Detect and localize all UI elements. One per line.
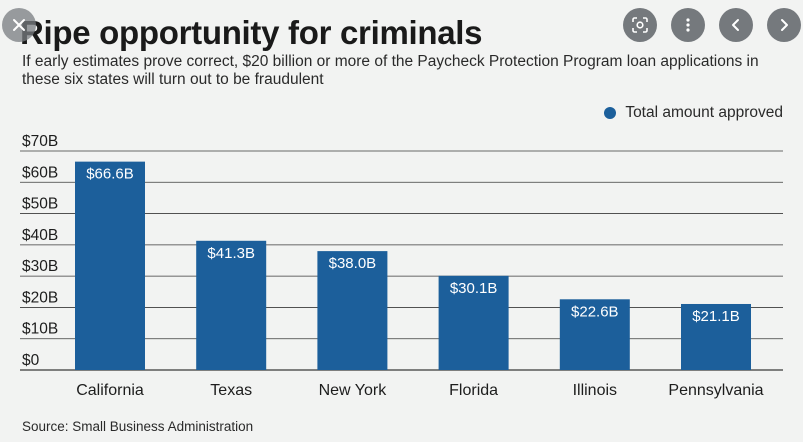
chart-title: Ripe opportunity for criminals bbox=[20, 14, 483, 51]
y-tick-label: $60B bbox=[22, 164, 58, 181]
y-tick-label: $20B bbox=[22, 289, 58, 306]
lens-icon bbox=[632, 17, 648, 33]
bar-value-label: $66.6B bbox=[86, 166, 134, 183]
next-button[interactable] bbox=[767, 8, 801, 42]
x-tick-label: Florida bbox=[449, 382, 498, 399]
y-tick-label: $10B bbox=[22, 321, 58, 338]
y-tick-label: $40B bbox=[22, 227, 58, 244]
x-axis-tick-labels: California Texas New York Florida Illinois Pe… bbox=[76, 382, 763, 399]
x-tick-label: Pennsylvania bbox=[668, 382, 763, 399]
gridlines bbox=[20, 150, 783, 371]
bar-value-label: $21.1B bbox=[692, 308, 740, 325]
more-options-button[interactable] bbox=[671, 8, 705, 42]
bar bbox=[681, 303, 751, 370]
chevron-right-icon bbox=[781, 19, 788, 31]
legend: Total amount approved bbox=[604, 104, 783, 122]
chevron-left-icon bbox=[732, 19, 739, 31]
bar-value-label: $38.0B bbox=[329, 255, 377, 272]
bar-value-label: $30.1B bbox=[450, 280, 498, 297]
close-button[interactable] bbox=[2, 8, 36, 42]
y-tick-label: $30B bbox=[22, 258, 58, 275]
lens-button[interactable] bbox=[623, 8, 657, 42]
y-tick-label: $0 bbox=[22, 352, 40, 369]
more-vertical-icon bbox=[686, 18, 690, 32]
chart-subtitle: If early estimates prove correct, $20 bi… bbox=[22, 53, 759, 88]
bar bbox=[438, 275, 509, 370]
bar bbox=[196, 240, 267, 370]
x-tick-label: Texas bbox=[210, 382, 252, 399]
y-axis-tick-labels: $0 $10B $20B $30B $40B $50B $60B $70B bbox=[22, 133, 58, 369]
bar-value-label: $41.3B bbox=[207, 245, 255, 262]
x-tick-label: Illinois bbox=[573, 382, 617, 399]
x-tick-label: New York bbox=[319, 382, 388, 399]
source-note: Source: Small Business Administration bbox=[22, 419, 254, 434]
x-tick-label: California bbox=[76, 382, 144, 399]
bars: $66.6B $41.3B $38.0B $30.1B $22.6B $21.1B bbox=[75, 161, 751, 370]
legend-label: Total amount approved bbox=[625, 104, 783, 121]
bar bbox=[559, 299, 630, 370]
close-icon bbox=[13, 19, 25, 31]
y-tick-label: $50B bbox=[22, 196, 58, 213]
bar bbox=[317, 251, 388, 370]
legend-swatch bbox=[604, 107, 617, 119]
previous-button[interactable] bbox=[719, 8, 753, 42]
y-tick-label: $70B bbox=[22, 133, 58, 150]
bar-value-label: $22.6B bbox=[571, 303, 619, 320]
bar bbox=[75, 161, 145, 370]
